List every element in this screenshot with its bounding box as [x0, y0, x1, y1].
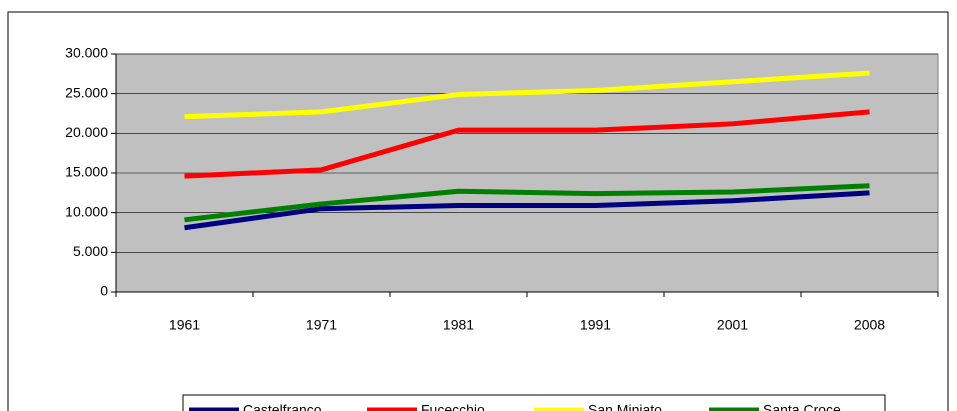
series-line [184, 190, 870, 231]
x-tick-label: 1981 [443, 317, 474, 333]
legend-label: Santa Croce [763, 402, 841, 411]
legend-box [182, 394, 886, 411]
series-line [184, 109, 870, 179]
x-tick-label: 1961 [169, 317, 200, 333]
y-tick-label: 10.000 [65, 203, 108, 219]
y-tick-label: 0 [100, 283, 108, 299]
legend-label: San Miniato [588, 402, 662, 411]
x-tick-label: 2008 [854, 317, 885, 333]
y-tick-label: 20.000 [65, 124, 108, 140]
legend-label: Castelfranco [243, 402, 322, 411]
x-tick-label: 2001 [717, 317, 748, 333]
y-tick-label: 15.000 [65, 164, 108, 180]
chart-border [7, 11, 949, 411]
y-tick-label: 5.000 [73, 243, 108, 259]
x-tick-label: 1971 [306, 317, 337, 333]
x-tick-label: 1991 [580, 317, 611, 333]
legend-label: Fucecchio [421, 402, 485, 411]
series-line [184, 70, 870, 120]
series-line [184, 183, 870, 223]
y-tick-label: 25.000 [65, 84, 108, 100]
y-tick-label: 30.000 [65, 45, 108, 61]
